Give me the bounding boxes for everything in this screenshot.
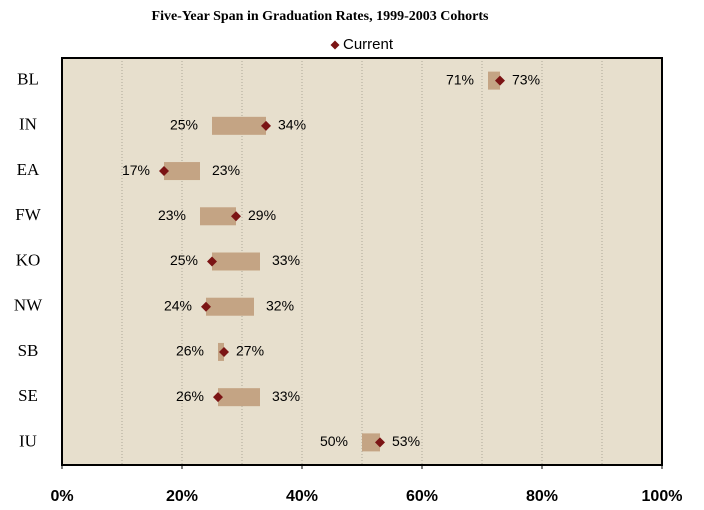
low-label: 24% <box>164 297 192 313</box>
x-tick-label: 40% <box>286 488 318 505</box>
low-label: 23% <box>158 207 186 223</box>
x-tick-label: 60% <box>406 488 438 505</box>
low-label: 26% <box>176 343 204 359</box>
current-marker <box>261 120 271 131</box>
y-tick-label: IU <box>19 431 37 450</box>
current-marker <box>201 301 211 312</box>
current-marker <box>159 166 169 177</box>
y-tick-label: EA <box>17 160 40 179</box>
y-tick-label: SE <box>18 386 38 405</box>
low-label: 26% <box>176 388 204 404</box>
current-marker <box>495 75 505 86</box>
range-bar <box>488 71 500 90</box>
y-tick-label: NW <box>14 296 43 315</box>
current-marker <box>375 437 385 448</box>
high-label: 32% <box>266 297 294 313</box>
current-marker <box>207 256 217 267</box>
high-label: 53% <box>392 433 420 449</box>
y-tick-label: BL <box>17 70 39 89</box>
low-label: 71% <box>446 71 474 87</box>
high-label: 73% <box>512 71 540 87</box>
high-label: 33% <box>272 252 300 268</box>
y-tick-label: KO <box>16 250 41 269</box>
range-bar <box>206 297 254 316</box>
range-bar <box>362 433 380 452</box>
low-label: 50% <box>320 433 348 449</box>
legend-marker <box>330 40 340 50</box>
high-label: 29% <box>248 207 276 223</box>
low-label: 25% <box>170 252 198 268</box>
legend-label: Current <box>343 36 394 53</box>
x-tick-label: 80% <box>526 488 558 505</box>
current-marker <box>219 346 229 357</box>
chart-title: Five-Year Span in Graduation Rates, 1999… <box>152 9 489 24</box>
low-label: 17% <box>122 162 150 178</box>
range-bar <box>164 162 200 181</box>
range-bar <box>212 252 260 271</box>
current-marker <box>231 211 241 222</box>
high-label: 27% <box>236 343 264 359</box>
low-label: 25% <box>170 117 198 133</box>
high-label: 33% <box>272 388 300 404</box>
high-label: 23% <box>212 162 240 178</box>
y-tick-label: SB <box>18 341 39 360</box>
x-tick-label: 0% <box>50 488 73 505</box>
current-marker <box>213 392 223 403</box>
y-tick-label: IN <box>19 115 37 134</box>
range-bar <box>218 388 260 407</box>
x-tick-label: 20% <box>166 488 198 505</box>
high-label: 34% <box>278 117 306 133</box>
y-tick-label: FW <box>15 205 41 224</box>
range-bar <box>212 116 266 135</box>
x-tick-label: 100% <box>642 488 683 505</box>
range-bar <box>200 207 236 226</box>
plot-border <box>61 57 663 466</box>
